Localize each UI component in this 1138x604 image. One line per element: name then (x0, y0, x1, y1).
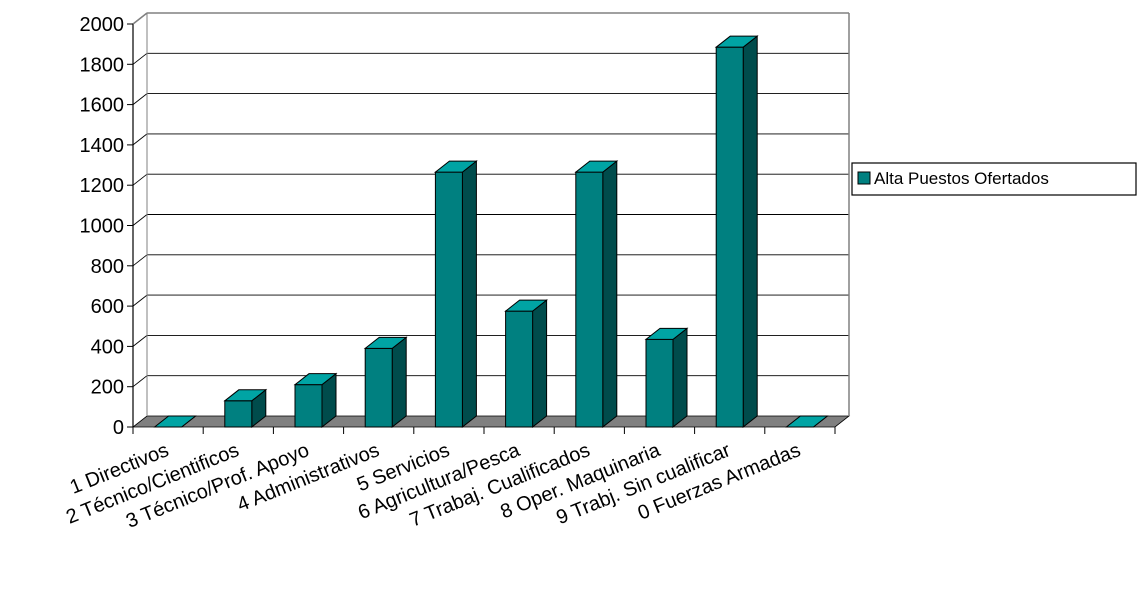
bar (153, 415, 198, 428)
bar-side (391, 336, 407, 429)
gridline (132, 214, 148, 226)
bar-side (742, 35, 758, 429)
bar (574, 160, 619, 429)
gridline (132, 133, 148, 146)
y-tick-label: 1000 (80, 216, 125, 238)
bar-top (153, 415, 198, 428)
y-axis-ticks: 0 200 400 600 800 1000 1200 1400 1600 1800 2000 (80, 14, 133, 439)
bar-front (224, 400, 253, 428)
legend: Alta Puestos Ofertados (851, 162, 1137, 196)
bar (784, 415, 829, 428)
legend-box (851, 162, 1137, 196)
bar (363, 336, 408, 429)
bar (504, 299, 549, 429)
bar-top (504, 299, 549, 312)
bar-top (223, 389, 268, 402)
bar-side (672, 327, 688, 429)
y-tick-label: 0 (113, 417, 124, 439)
bars (153, 35, 829, 429)
gridline (132, 375, 148, 388)
y-tick-label: 1600 (80, 95, 125, 117)
bar-front (364, 347, 393, 428)
bar-top (293, 373, 338, 386)
bar-side (461, 160, 477, 429)
bar-top (644, 327, 689, 340)
bar-top (363, 336, 408, 349)
legend-label: Alta Puestos Ofertados (874, 169, 1049, 188)
bar (714, 35, 759, 429)
bar (223, 388, 268, 429)
bar (433, 160, 478, 429)
bar-top (433, 160, 478, 173)
bar (293, 372, 338, 429)
bar-front (715, 46, 744, 428)
y-tick-label: 2000 (80, 14, 125, 36)
bar-front (294, 384, 323, 428)
y-tick-label: 600 (91, 296, 124, 318)
y-tick-label: 800 (91, 256, 124, 278)
gridline (132, 173, 148, 186)
bar-top (714, 35, 759, 48)
bar-side (602, 160, 618, 429)
bar-front (434, 171, 463, 428)
gridline (132, 93, 148, 105)
bar-front (575, 171, 604, 428)
legend-swatch (857, 171, 871, 185)
bar-side (532, 299, 548, 429)
gridline (132, 335, 148, 347)
gridline (132, 294, 148, 307)
y-tick-label: 200 (91, 377, 124, 399)
bar-front (505, 310, 534, 428)
wall-edge (132, 12, 148, 25)
bar-top (574, 160, 619, 173)
y-tick-label: 1800 (80, 54, 125, 76)
gridline (132, 52, 148, 65)
y-tick-label: 1400 (80, 135, 125, 157)
y-tick-label: 1200 (80, 175, 125, 197)
gridline (132, 254, 148, 267)
y-tick-label: 400 (91, 336, 124, 358)
bar-top (784, 415, 829, 428)
bar-front (645, 338, 674, 428)
bar (644, 327, 689, 429)
